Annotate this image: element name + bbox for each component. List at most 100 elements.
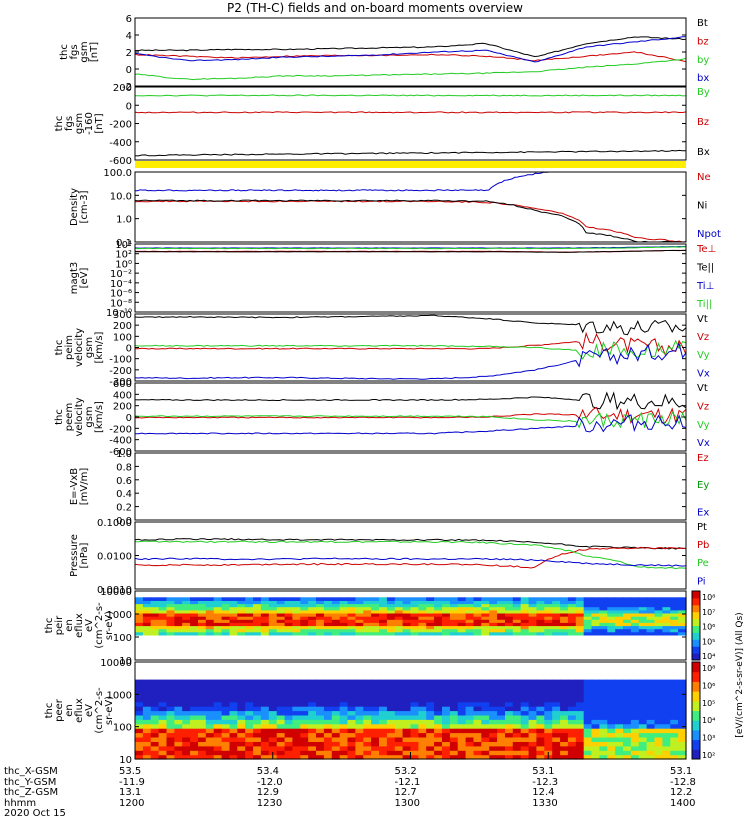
spectrogram-cell: [371, 692, 380, 698]
spectrogram-cell: [276, 692, 286, 698]
spectrogram-cell: [670, 684, 679, 689]
spectrogram-cell: [630, 728, 640, 734]
spectrogram-cell: [599, 679, 608, 685]
y-tick-label: 10: [119, 755, 132, 766]
spectrogram-cell: [284, 754, 294, 760]
spectrogram-cell: [237, 697, 246, 703]
spectrogram-cell: [662, 619, 671, 623]
spectrogram-cell: [583, 600, 593, 605]
spectrogram-cell: [599, 706, 608, 712]
spectrogram-cell: [386, 745, 396, 751]
y-tick-label: -100: [109, 355, 132, 366]
spectrogram-cell: [457, 692, 467, 698]
spectrogram-cell: [489, 616, 498, 620]
spectrogram-cell: [355, 701, 364, 707]
spectrogram-cell: [457, 679, 467, 685]
spectrogram-cell: [583, 737, 593, 742]
spectrogram-cell: [583, 628, 593, 633]
spectrogram-cell: [284, 737, 294, 742]
spectrogram-cell: [166, 631, 175, 636]
spectrogram-cell: [457, 625, 467, 630]
spectrogram-cell: [591, 692, 600, 698]
spectrogram-cell: [599, 609, 608, 614]
spectrogram-cell: [347, 688, 356, 694]
spectrogram-cell: [410, 688, 419, 694]
spectrogram-cell: [221, 728, 231, 734]
series-Ti||-line: [134, 246, 687, 250]
spectrogram-cell: [205, 706, 215, 712]
spectrogram-cell: [331, 616, 341, 620]
spectrogram-cell: [253, 631, 262, 636]
spectrogram-cell: [418, 597, 427, 601]
spectrogram-cell: [544, 622, 553, 627]
spectrogram-cell: [371, 684, 380, 689]
spectrogram-cell: [229, 679, 238, 685]
spectrogram-cell: [410, 750, 419, 756]
spectrogram-cell: [371, 750, 380, 756]
spectrogram-cell: [174, 714, 183, 720]
spectrogram-cell: [245, 728, 254, 734]
spectrogram-cell: [150, 622, 160, 627]
spectrogram-cell: [678, 597, 687, 601]
y-axis-label: thc: [59, 44, 70, 60]
spectrogram-cell: [465, 710, 475, 716]
spectrogram-cell: [221, 737, 231, 742]
spectrogram-cell: [284, 697, 294, 703]
spectrogram-cell: [528, 597, 538, 601]
spectrogram-cell: [505, 619, 514, 623]
spectrogram-cell: [198, 631, 207, 636]
spectrogram-cell: [481, 622, 490, 627]
spectrogram-cell: [355, 684, 364, 689]
spectrogram-cell: [245, 684, 254, 689]
spectrogram-cell: [434, 613, 443, 617]
spectrogram-cell: [560, 692, 569, 698]
spectrogram-cell: [260, 697, 270, 703]
spectrogram-cell: [292, 679, 301, 685]
spectrogram-cell: [253, 625, 262, 630]
spectrogram-cell: [166, 619, 175, 623]
spectrogram-cell: [528, 616, 538, 620]
spectrogram-cell: [190, 613, 199, 617]
spectrogram-cell: [512, 619, 522, 623]
y-tick-label: 10000: [100, 587, 132, 598]
spectrogram-cell: [347, 609, 356, 614]
spectrogram-cell: [379, 600, 388, 605]
spectrogram-cell: [560, 688, 569, 694]
spectrogram-cell: [347, 625, 356, 630]
spectrogram-cell: [245, 750, 254, 756]
spectrogram-cell: [323, 600, 333, 605]
spectrogram-cell: [536, 719, 545, 725]
spectrogram-cell: [135, 679, 144, 685]
spectrogram-cell: [599, 625, 608, 630]
spectrogram-cell: [316, 737, 325, 742]
spectrogram-cell: [418, 622, 427, 627]
spectrogram-cell: [512, 737, 522, 742]
spectrogram-cell: [308, 625, 317, 630]
spectrogram-cell: [512, 701, 522, 707]
spectrogram-cell: [654, 737, 663, 742]
spectrogram-cell: [638, 754, 648, 760]
colorbar-segment: [692, 691, 700, 702]
spectrogram-cell: [135, 732, 144, 738]
spectrogram-cell: [347, 706, 356, 712]
spectrogram-cell: [418, 732, 427, 738]
spectrogram-cell: [646, 679, 656, 685]
spectrogram-cell: [481, 754, 490, 760]
spectrogram-cell: [229, 597, 238, 601]
spectrogram-cell: [567, 606, 577, 611]
panel-frame: [134, 243, 687, 313]
spectrogram-cell: [268, 723, 278, 729]
legend-By: By: [697, 87, 710, 98]
spectrogram-cell: [292, 684, 301, 689]
spectrogram-cell: [355, 714, 364, 720]
spectrogram-cell: [260, 714, 270, 720]
spectrogram-cell: [260, 701, 270, 707]
spectrogram-cell: [426, 697, 435, 703]
spectrogram-cell: [135, 692, 144, 698]
spectrogram-cell: [552, 754, 561, 760]
spectrogram-cell: [489, 723, 498, 729]
spectrogram-cell: [363, 732, 372, 738]
spectrogram-cell: [174, 741, 183, 747]
footer-row-label: thc_Z-GSM: [4, 787, 59, 798]
